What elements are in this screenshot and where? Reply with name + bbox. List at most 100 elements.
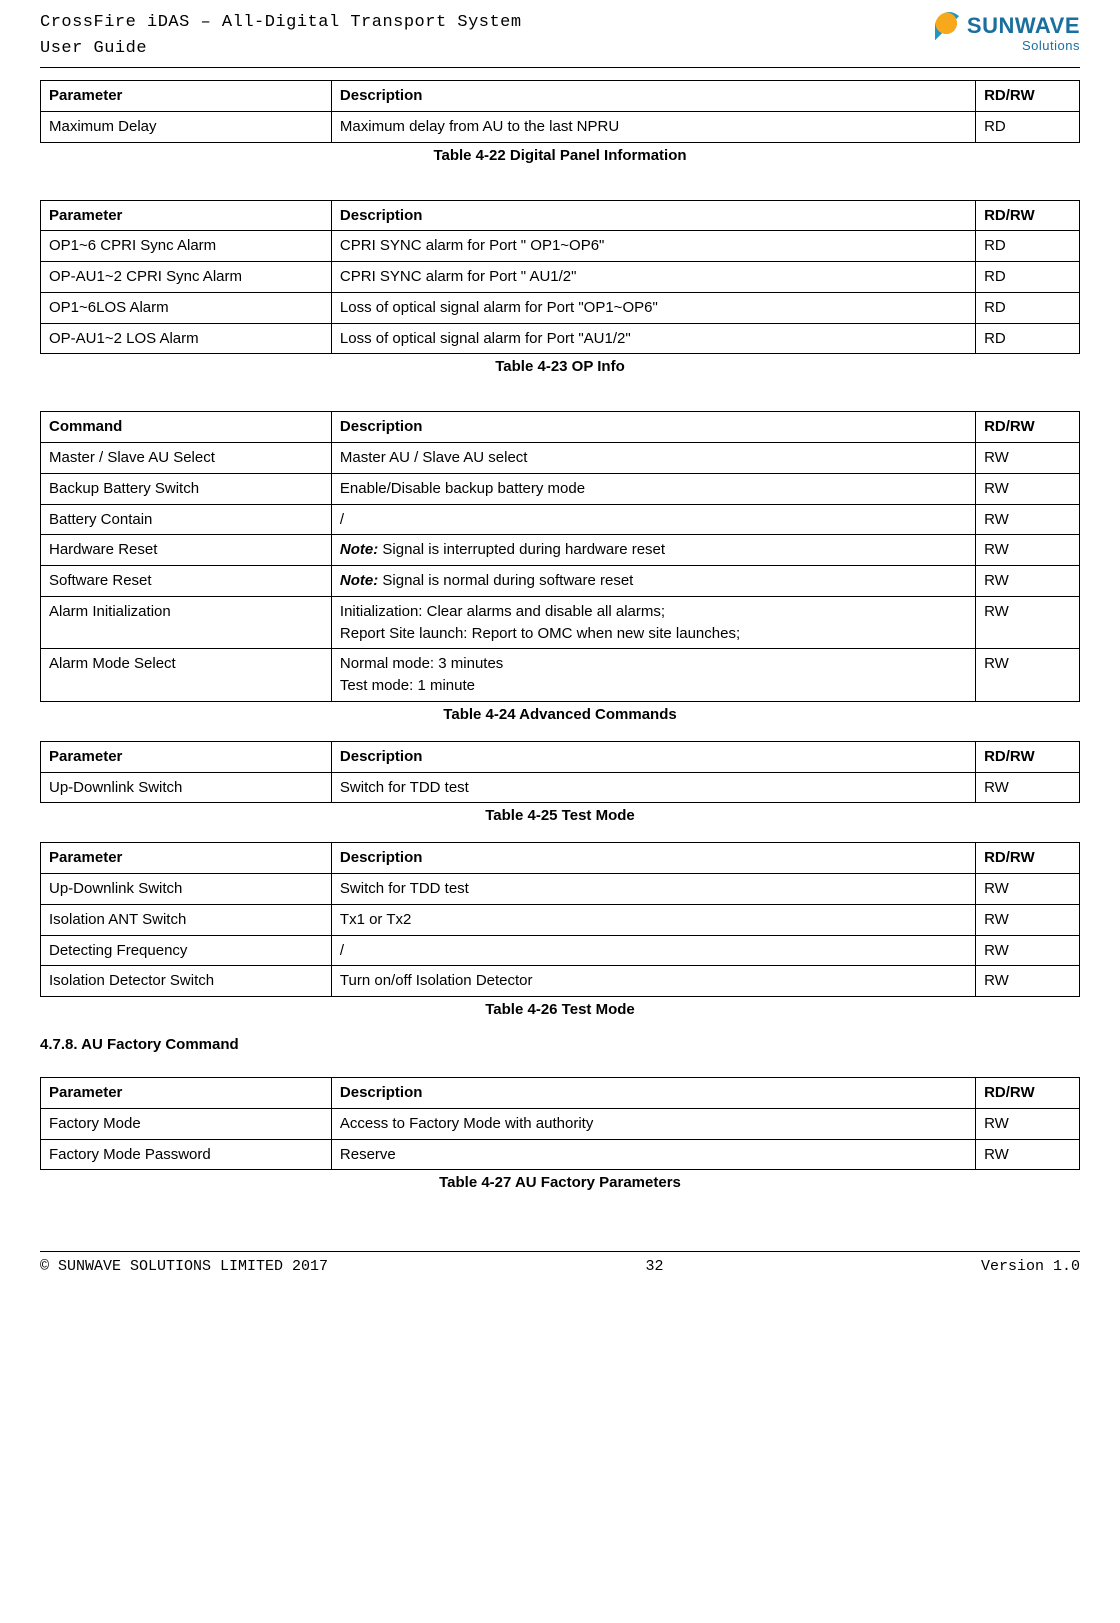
cell-rdrw: RD (976, 231, 1080, 262)
cell-parameter: Alarm Initialization (41, 596, 332, 649)
table-row: Alarm InitializationInitialization: Clea… (41, 596, 1080, 649)
cell-parameter: Isolation ANT Switch (41, 904, 332, 935)
cell-rdrw: RW (976, 1139, 1080, 1170)
table-row: Battery Contain/RW (41, 504, 1080, 535)
table-body: Master / Slave AU SelectMaster AU / Slav… (41, 443, 1080, 702)
table-4-23: Parameter Description RD/RW OP1~6 CPRI S… (40, 200, 1080, 355)
doc-title: CrossFire iDAS – All-Digital Transport S… (40, 10, 522, 61)
col-rdrw: RD/RW (976, 741, 1080, 772)
cell-parameter: Detecting Frequency (41, 935, 332, 966)
cell-rdrw: RD (976, 323, 1080, 354)
cell-description: / (331, 504, 975, 535)
note-label: Note: (340, 572, 378, 589)
table-body: Factory ModeAccess to Factory Mode with … (41, 1108, 1080, 1170)
cell-description: Tx1 or Tx2 (331, 904, 975, 935)
caption-4-22: Table 4-22 Digital Panel Information (40, 147, 1080, 164)
caption-4-24: Table 4-24 Advanced Commands (40, 706, 1080, 723)
doc-title-line1: CrossFire iDAS – All-Digital Transport S… (40, 10, 522, 36)
table-body: Up-Downlink SwitchSwitch for TDD testRWI… (41, 874, 1080, 997)
table-4-25: Parameter Description RD/RW Up-Downlink … (40, 741, 1080, 804)
cell-parameter: Backup Battery Switch (41, 473, 332, 504)
col-parameter: Parameter (41, 843, 332, 874)
cell-parameter: Battery Contain (41, 504, 332, 535)
cell-parameter: OP-AU1~2 LOS Alarm (41, 323, 332, 354)
table-header-row: Parameter Description RD/RW (41, 843, 1080, 874)
table-row: OP1~6 CPRI Sync AlarmCPRI SYNC alarm for… (41, 231, 1080, 262)
logo-main-text: SUNWAVE (967, 13, 1080, 39)
cell-parameter: Maximum Delay (41, 111, 332, 142)
caption-4-23: Table 4-23 OP Info (40, 358, 1080, 375)
cell-rdrw: RW (976, 596, 1080, 649)
col-rdrw: RD/RW (976, 81, 1080, 112)
cell-description: Initialization: Clear alarms and disable… (331, 596, 975, 649)
col-rdrw: RD/RW (976, 412, 1080, 443)
cell-description: CPRI SYNC alarm for Port " AU1/2" (331, 262, 975, 293)
table-body: OP1~6 CPRI Sync AlarmCPRI SYNC alarm for… (41, 231, 1080, 354)
table-row: Factory Mode PasswordReserveRW (41, 1139, 1080, 1170)
cell-rdrw: RD (976, 262, 1080, 293)
table-row: Detecting Frequency/RW (41, 935, 1080, 966)
col-description: Description (331, 843, 975, 874)
table-row: Alarm Mode SelectNormal mode: 3 minutesT… (41, 649, 1080, 702)
sunwave-icon (935, 12, 963, 40)
cell-description: Maximum delay from AU to the last NPRU (331, 111, 975, 142)
cell-parameter: Factory Mode Password (41, 1139, 332, 1170)
col-description: Description (331, 200, 975, 231)
cell-parameter: Master / Slave AU Select (41, 443, 332, 474)
footer-version: Version 1.0 (981, 1258, 1080, 1275)
cell-description: Reserve (331, 1139, 975, 1170)
table-header-row: Parameter Description RD/RW (41, 81, 1080, 112)
caption-4-26: Table 4-26 Test Mode (40, 1001, 1080, 1018)
cell-parameter: Up-Downlink Switch (41, 874, 332, 905)
caption-4-25: Table 4-25 Test Mode (40, 807, 1080, 824)
logo-sub-text: Solutions (1022, 38, 1080, 53)
cell-parameter: OP1~6 CPRI Sync Alarm (41, 231, 332, 262)
cell-rdrw: RW (976, 874, 1080, 905)
cell-description: Switch for TDD test (331, 874, 975, 905)
cell-description: Master AU / Slave AU select (331, 443, 975, 474)
cell-rdrw: RW (976, 504, 1080, 535)
table-body: Maximum DelayMaximum delay from AU to th… (41, 111, 1080, 142)
col-parameter: Parameter (41, 200, 332, 231)
col-rdrw: RD/RW (976, 200, 1080, 231)
col-description: Description (331, 412, 975, 443)
cell-rdrw: RW (976, 566, 1080, 597)
table-header-row: Parameter Description RD/RW (41, 741, 1080, 772)
table-row: Software ResetNote: Signal is normal dur… (41, 566, 1080, 597)
cell-description: Enable/Disable backup battery mode (331, 473, 975, 504)
note-label: Note: (340, 541, 378, 558)
table-row: Isolation Detector SwitchTurn on/off Iso… (41, 966, 1080, 997)
cell-parameter: Isolation Detector Switch (41, 966, 332, 997)
col-command: Command (41, 412, 332, 443)
cell-parameter: Alarm Mode Select (41, 649, 332, 702)
table-header-row: Parameter Description RD/RW (41, 1078, 1080, 1109)
table-4-26: Parameter Description RD/RW Up-Downlink … (40, 842, 1080, 997)
cell-rdrw: RW (976, 649, 1080, 702)
table-row: Maximum DelayMaximum delay from AU to th… (41, 111, 1080, 142)
brand-logo: SUNWAVE Solutions (935, 10, 1080, 53)
cell-description: Note: Signal is normal during software r… (331, 566, 975, 597)
col-rdrw: RD/RW (976, 1078, 1080, 1109)
cell-description: Turn on/off Isolation Detector (331, 966, 975, 997)
cell-rdrw: RD (976, 111, 1080, 142)
cell-rdrw: RW (976, 535, 1080, 566)
table-row: OP-AU1~2 CPRI Sync AlarmCPRI SYNC alarm … (41, 262, 1080, 293)
col-rdrw: RD/RW (976, 843, 1080, 874)
col-description: Description (331, 1078, 975, 1109)
cell-description: / (331, 935, 975, 966)
footer-page-number: 32 (646, 1258, 664, 1275)
cell-description: Access to Factory Mode with authority (331, 1108, 975, 1139)
cell-description: Loss of optical signal alarm for Port "O… (331, 292, 975, 323)
cell-parameter: OP-AU1~2 CPRI Sync Alarm (41, 262, 332, 293)
cell-parameter: Up-Downlink Switch (41, 772, 332, 803)
cell-rdrw: RW (976, 1108, 1080, 1139)
table-header-row: Command Description RD/RW (41, 412, 1080, 443)
section-4-7-8-heading: 4.7.8. AU Factory Command (40, 1036, 1080, 1053)
page-header: CrossFire iDAS – All-Digital Transport S… (40, 10, 1080, 68)
cell-parameter: Software Reset (41, 566, 332, 597)
cell-rdrw: RW (976, 772, 1080, 803)
table-row: Up-Downlink SwitchSwitch for TDD testRW (41, 772, 1080, 803)
table-row: Isolation ANT SwitchTx1 or Tx2RW (41, 904, 1080, 935)
caption-4-27: Table 4-27 AU Factory Parameters (40, 1174, 1080, 1191)
col-parameter: Parameter (41, 81, 332, 112)
